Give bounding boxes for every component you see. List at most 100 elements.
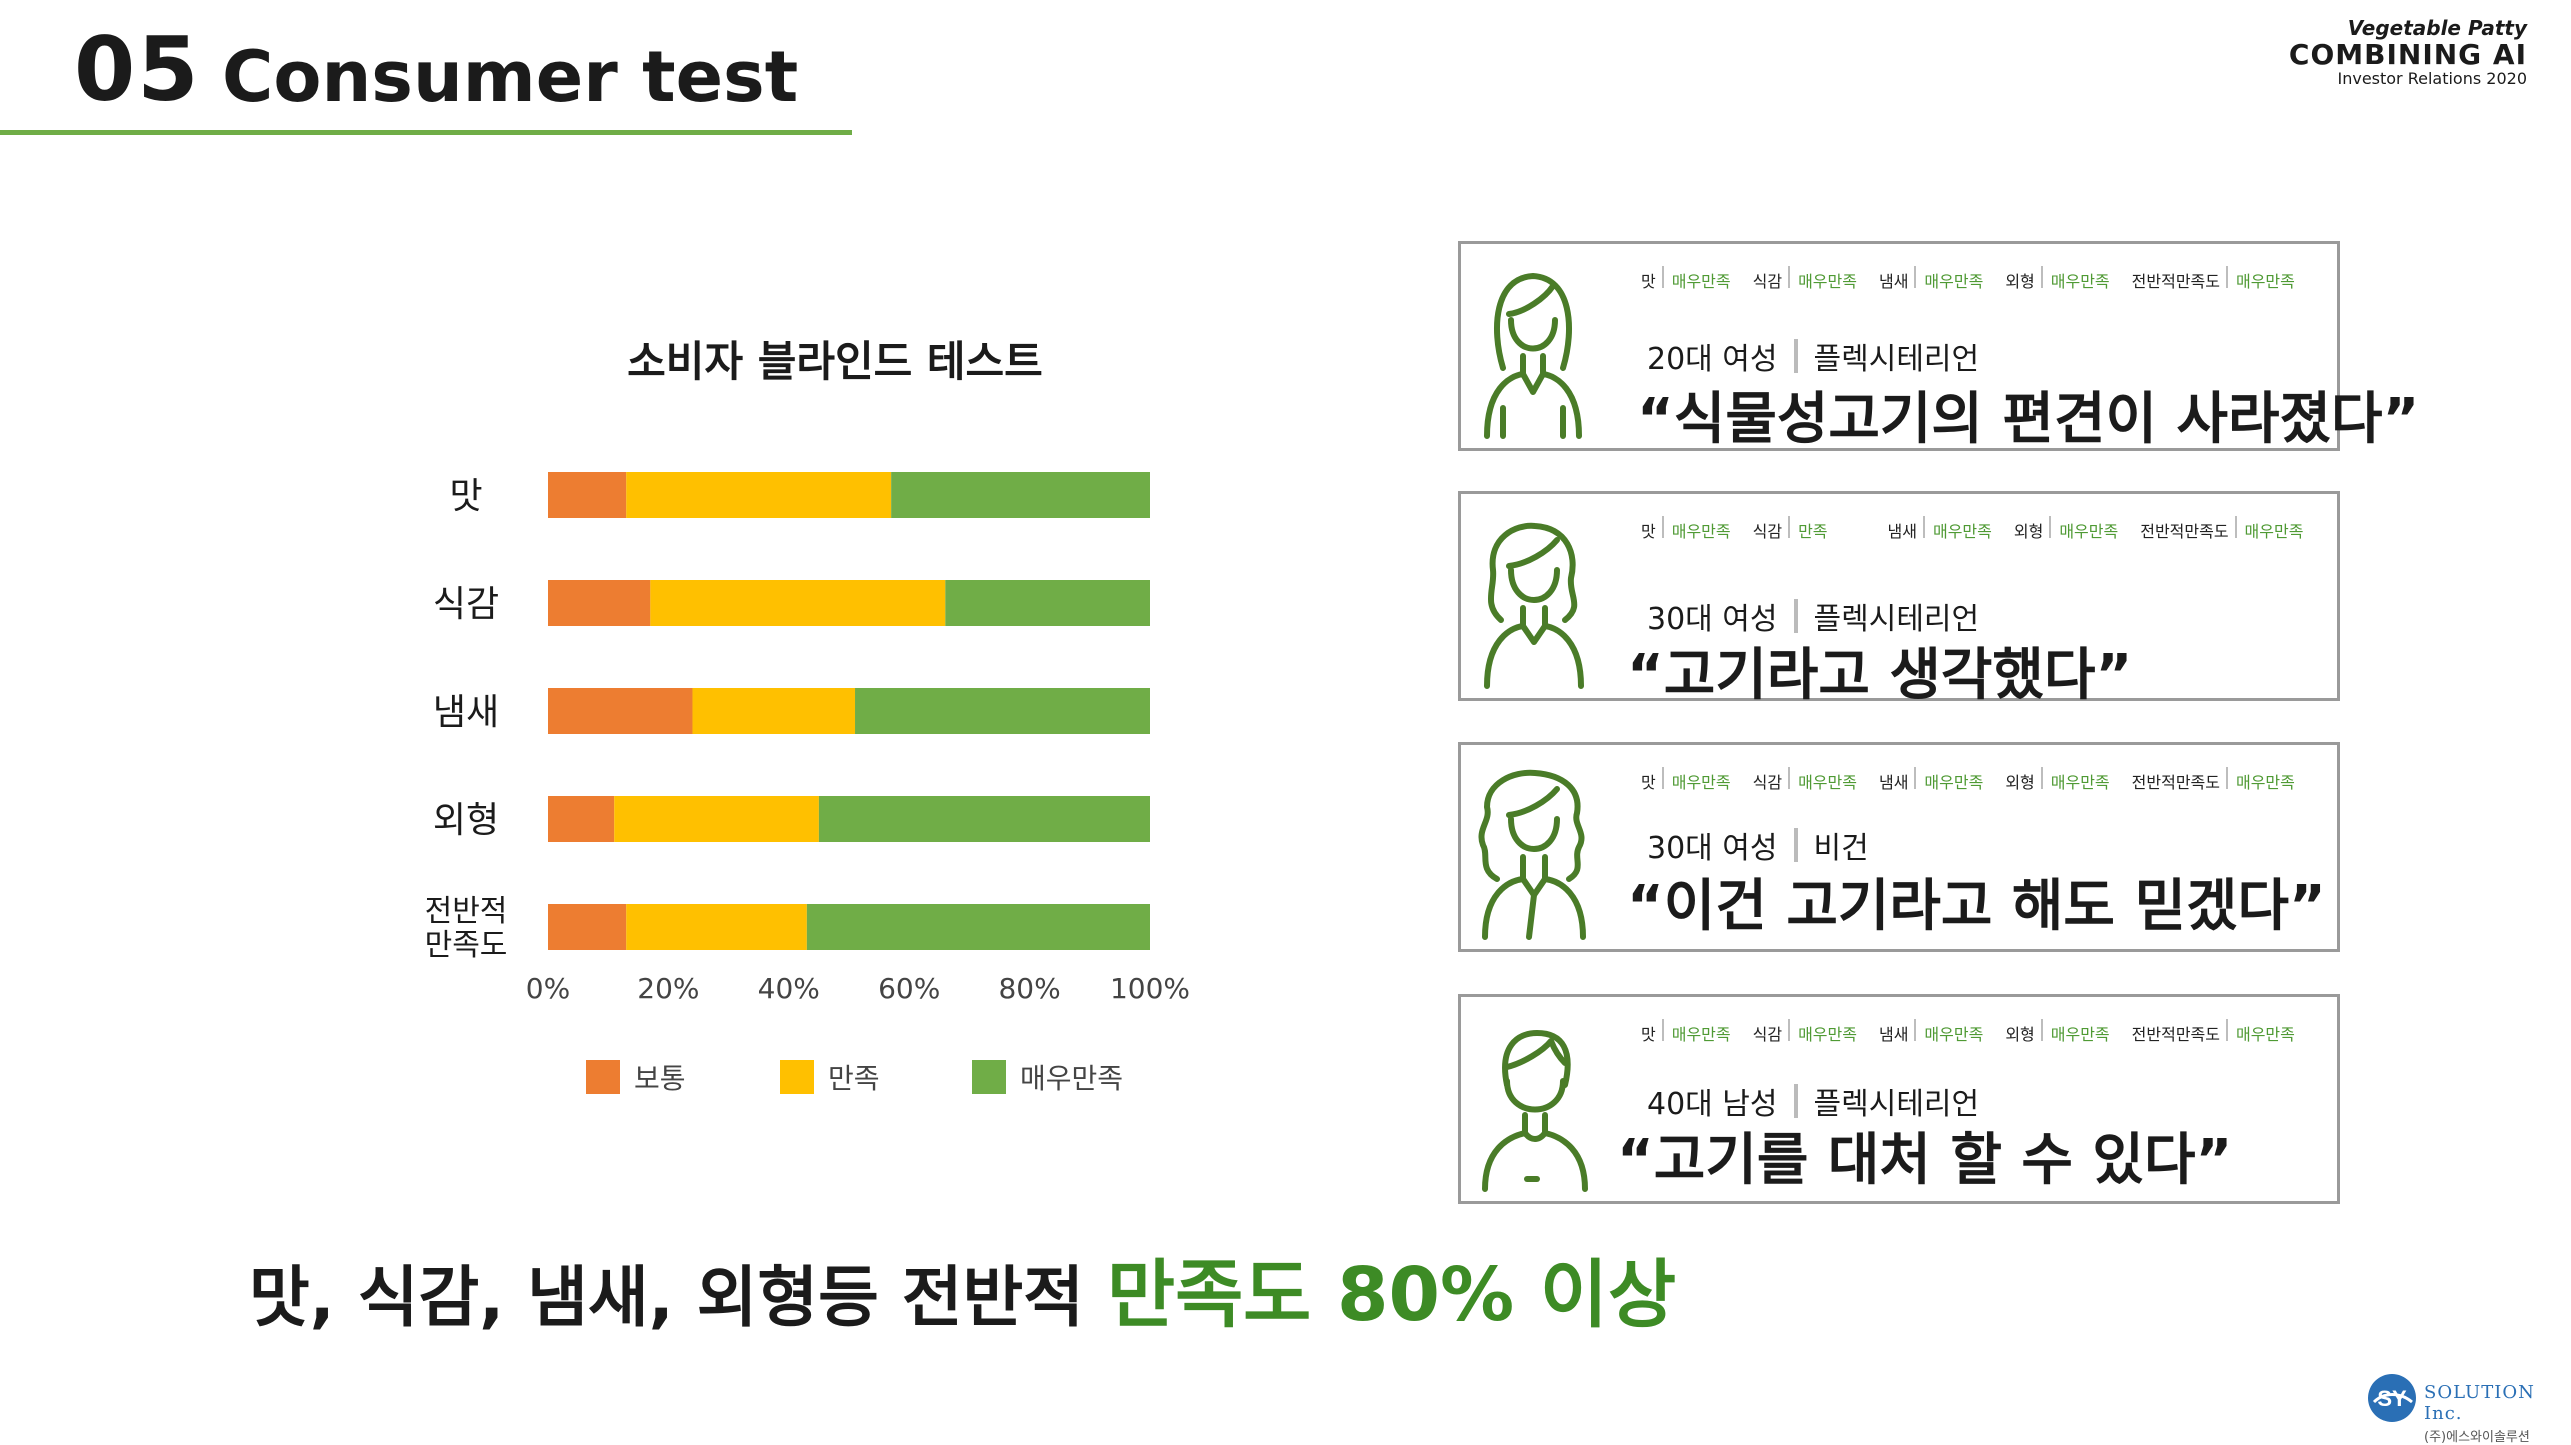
category-label: 맛 bbox=[449, 476, 482, 517]
bar-segment bbox=[548, 580, 651, 626]
review-card: 맛 매우만족 식감 만족 냄새 매우만족 외형 매우만족 전반적만족도 매우만족 30대 … bbox=[1458, 491, 2340, 708]
review-quote: “고기라고 생각했다” bbox=[1627, 643, 2133, 708]
rating-label-smell: 냄새 bbox=[1878, 272, 1909, 291]
divider bbox=[1788, 266, 1791, 288]
rating-label-texture: 식감 bbox=[1752, 1025, 1783, 1044]
divider bbox=[1661, 1019, 1664, 1041]
bar-segment bbox=[855, 688, 1150, 734]
woman-wavy-hair-icon bbox=[1484, 522, 1584, 689]
rating-value-overall: 매우만족 bbox=[2235, 1025, 2295, 1044]
reviewer-profile: 30대 여성 bbox=[1647, 602, 1778, 637]
review-card: 맛 매우만족 식감 매우만족 냄새 매우만족 외형 매우만족 전반적만족도 매우만족 30… bbox=[1458, 742, 2340, 952]
rating-label-overall: 전반적만족도 bbox=[2131, 773, 2220, 792]
rating-value-smell: 매우만족 bbox=[1924, 272, 1984, 291]
review-quote: “이건 고기라고 해도 믿겠다” bbox=[1627, 874, 2326, 939]
section-number: 05 bbox=[74, 18, 201, 121]
review-card: 맛 매우만족 식감 매우만족 냄새 매우만족 외형 매우만족 전반적만족도 매우만족 40… bbox=[1458, 994, 2340, 1204]
summary-statement: 맛, 식감, 냄새, 외형등 전반적 만족도 80% 이상 bbox=[0, 1235, 1925, 1342]
rating-row: 맛 매우만족 식감 매우만족 냄새 매우만족 외형 매우만족 전반적만족도 매우만족 bbox=[1641, 266, 2317, 292]
divider bbox=[1914, 266, 1917, 288]
rating-label-taste: 맛 bbox=[1641, 522, 1656, 541]
category-label: 외형 bbox=[433, 800, 499, 841]
divider bbox=[2225, 767, 2228, 789]
rating-value-overall: 매우만족 bbox=[2235, 272, 2295, 291]
brand-line-2: COMBINING AI bbox=[2288, 37, 2527, 71]
rating-label-look: 외형 bbox=[2005, 272, 2035, 291]
rating-label-taste: 맛 bbox=[1641, 773, 1656, 792]
divider bbox=[1793, 599, 1798, 633]
bar-segment bbox=[548, 688, 693, 734]
legend-swatch bbox=[780, 1060, 814, 1094]
reviewer-meta: 20대 여성 플렉시테리언 bbox=[1647, 334, 1979, 378]
rating-label-smell: 냄새 bbox=[1887, 522, 1917, 541]
x-tick-label: 0% bbox=[526, 972, 570, 1005]
rating-row: 맛 매우만족 식감 만족 냄새 매우만족 외형 매우만족 전반적만족도 매우만족 bbox=[1641, 516, 2325, 542]
legend-label: 만족 bbox=[828, 1062, 880, 1095]
divider bbox=[2049, 516, 2052, 538]
divider bbox=[2225, 266, 2228, 288]
divider bbox=[1914, 767, 1917, 789]
page-title: Consumer test bbox=[222, 36, 799, 118]
reviewer-diet: 비건 bbox=[1813, 831, 1869, 866]
summary-text: 맛, 식감, 냄새, 외형등 전반적 bbox=[248, 1259, 1107, 1336]
rating-value-overall: 매우만족 bbox=[2235, 773, 2295, 792]
rating-row: 맛 매우만족 식감 매우만족 냄새 매우만족 외형 매우만족 전반적만족도 매우만족 bbox=[1641, 1019, 2317, 1045]
rating-label-look: 외형 bbox=[2013, 522, 2044, 541]
category-label: 식감 bbox=[433, 584, 499, 625]
bar-segment bbox=[548, 472, 627, 518]
rating-value-taste: 매우만족 bbox=[1671, 773, 1731, 792]
summary-highlight: 만족도 80% 이상 bbox=[1106, 1252, 1677, 1338]
divider bbox=[2040, 1019, 2043, 1041]
reviewer-diet: 플렉시테리언 bbox=[1813, 1087, 1980, 1122]
x-tick-label: 40% bbox=[758, 972, 820, 1005]
category-label: 냄새 bbox=[433, 692, 499, 733]
company-name: SOLUTION Inc. bbox=[2424, 1382, 2535, 1424]
bar-segment bbox=[692, 688, 856, 734]
rating-row: 맛 매우만족 식감 매우만족 냄새 매우만족 외형 매우만족 전반적만족도 매우만족 bbox=[1641, 767, 2317, 793]
bar-segment bbox=[614, 796, 819, 842]
rating-value-look: 매우만족 bbox=[2050, 1025, 2110, 1044]
rating-value-look: 매우만족 bbox=[2050, 773, 2110, 792]
divider bbox=[1914, 1019, 1917, 1041]
divider bbox=[1788, 1019, 1791, 1041]
woman-long-hair-icon bbox=[1484, 273, 1582, 439]
bar-segment bbox=[891, 472, 1150, 518]
rating-value-taste: 매우만족 bbox=[1671, 1025, 1731, 1044]
reviewer-meta: 30대 여성 플렉시테리언 bbox=[1647, 594, 1979, 638]
reviewer-meta: 30대 여성 비건 bbox=[1647, 823, 1869, 867]
rating-value-taste: 매우만족 bbox=[1671, 272, 1731, 291]
rating-label-taste: 맛 bbox=[1641, 1025, 1656, 1044]
rating-value-texture: 매우만족 bbox=[1798, 1025, 1857, 1044]
bar-segment bbox=[818, 796, 1150, 842]
divider bbox=[2225, 1019, 2228, 1041]
x-tick-label: 20% bbox=[637, 972, 699, 1005]
rating-label-overall: 전반적만족도 bbox=[2131, 272, 2220, 291]
brand-line-3: Investor Relations 2020 bbox=[2337, 68, 2527, 88]
chart-title: 소비자 블라인드 테스트 bbox=[627, 337, 1043, 386]
rating-value-smell: 매우만족 bbox=[1924, 773, 1984, 792]
reviewer-profile: 20대 여성 bbox=[1647, 342, 1778, 377]
divider bbox=[1788, 767, 1791, 789]
rating-label-look: 외형 bbox=[2005, 1025, 2035, 1044]
divider bbox=[2234, 516, 2237, 538]
rating-label-look: 외형 bbox=[2005, 773, 2035, 792]
logo-mark: SY bbox=[2377, 1386, 2407, 1411]
title-underline bbox=[0, 130, 852, 135]
rating-value-texture: 매우만족 bbox=[1798, 773, 1857, 792]
reviewer-profile: 30대 여성 bbox=[1647, 831, 1778, 866]
legend-label: 매우만족 bbox=[1020, 1062, 1123, 1095]
reviewer-profile: 40대 남성 bbox=[1647, 1087, 1778, 1122]
man-short-hair-icon bbox=[1482, 1030, 1588, 1192]
bar-segment bbox=[650, 580, 946, 626]
rating-value-smell: 매우만족 bbox=[1924, 1025, 1984, 1044]
divider bbox=[2040, 266, 2043, 288]
rating-label-overall: 전반적만족도 bbox=[2140, 522, 2229, 541]
rating-value-overall: 매우만족 bbox=[2244, 522, 2304, 541]
legend-label: 보통 bbox=[634, 1062, 686, 1095]
bar-segment bbox=[548, 796, 615, 842]
company-name-korean: (주)에스와이솔루션 bbox=[2424, 1430, 2530, 1445]
reviewer-diet: 플렉시테리언 bbox=[1813, 602, 1980, 637]
review-card: 맛 매우만족 식감 매우만족 냄새 매우만족 외형 매우만족 전반적만족도 매우만족 20… bbox=[1458, 241, 2419, 452]
woman-curly-hair-icon bbox=[1478, 769, 1586, 940]
